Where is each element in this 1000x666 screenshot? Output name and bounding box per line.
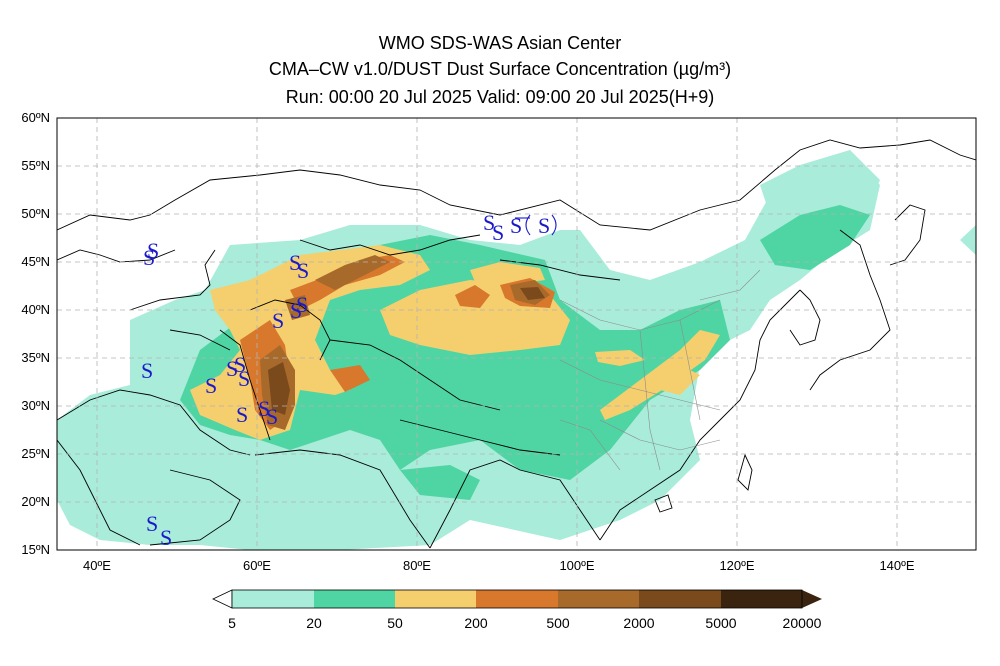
dust-symbol: S <box>205 373 217 398</box>
lat-axis: 15ºN 20ºN 25ºN 30ºN 35ºN 40ºN 45ºN 50ºN … <box>21 110 50 557</box>
province-outlines <box>559 269 761 471</box>
colorbar-label: 20000 <box>783 615 822 631</box>
dust-symbol: S <box>238 366 250 391</box>
colorbar-labels: 5 20 50 200 500 2000 5000 20000 <box>228 615 822 631</box>
map-grid <box>57 118 976 550</box>
map-frame <box>56 117 977 551</box>
colorbar <box>212 589 822 609</box>
lat-tick-label: 40ºN <box>21 302 50 317</box>
colorbar-bin <box>314 590 395 608</box>
lat-tick-label: 45ºN <box>21 254 50 269</box>
colorbar-bin <box>476 590 558 608</box>
dust-symbol: S <box>236 402 248 427</box>
colorbar-label: 50 <box>387 615 403 631</box>
colorbar-bin <box>395 590 476 608</box>
dust-symbol: S <box>234 352 246 377</box>
dust-symbol: S <box>289 250 301 275</box>
lon-tick-label: 40ºE <box>83 558 111 573</box>
lat-tick-label: 50ºN <box>21 206 50 221</box>
dust-symbol-arcs <box>515 214 557 236</box>
dust-symbol: S <box>296 292 308 317</box>
dust-symbol: S <box>272 308 284 333</box>
lat-tick-label: 35ºN <box>21 350 50 365</box>
lat-tick-label: 55ºN <box>21 158 50 173</box>
dust-symbol: S <box>483 210 495 235</box>
lat-tick-label: 15ºN <box>21 542 50 557</box>
colorbar-border <box>231 589 803 609</box>
colorbar-label: 20 <box>306 615 322 631</box>
lon-tick-label: 80ºE <box>403 558 431 573</box>
colorbar-over-arrow <box>802 590 822 608</box>
title-line-3: Run: 00:00 20 Jul 2025 Valid: 09:00 20 J… <box>285 87 715 107</box>
dust-symbol: S <box>297 258 309 283</box>
lon-tick-label: 120ºE <box>719 558 754 573</box>
colorbar-label: 5000 <box>705 615 736 631</box>
dust-symbol: S <box>143 245 155 270</box>
land-outlines <box>57 139 976 549</box>
dust-symbol: S <box>538 213 550 238</box>
title-line-1: WMO SDS-WAS Asian Center <box>378 33 622 53</box>
colorbar-bin <box>639 590 721 608</box>
colorbar-bin <box>721 590 802 608</box>
lon-axis: 40ºE 60ºE 80ºE 100ºE 120ºE 140ºE <box>83 558 915 573</box>
lon-tick-label: 60ºE <box>243 558 271 573</box>
colorbar-label: 5 <box>228 615 236 631</box>
colorbar-label: 2000 <box>623 615 654 631</box>
dust-symbol: S <box>146 511 158 536</box>
dust-symbol: S <box>492 220 504 245</box>
lat-tick-label: 60ºN <box>21 110 50 125</box>
lon-tick-label: 100ºE <box>559 558 594 573</box>
colorbar-bin <box>232 590 314 608</box>
dust-symbol: S <box>266 404 278 429</box>
dust-symbol: S <box>290 298 302 323</box>
dust-field <box>57 150 976 550</box>
colorbar-under-arrow <box>212 589 233 609</box>
colorbar-bin <box>558 590 639 608</box>
dust-station-symbols: S S S S S S S S S S S S S S S S S S S S … <box>141 210 550 550</box>
lat-tick-label: 20ºN <box>21 494 50 509</box>
dust-symbol: S <box>160 525 172 550</box>
title-line-2: CMA–CW v1.0/DUST Dust Surface Concentrat… <box>268 59 732 79</box>
dust-symbol: S <box>147 238 159 263</box>
dust-symbol: S <box>226 356 238 381</box>
dust-symbol: S <box>510 213 522 238</box>
colorbar-label: 500 <box>546 615 570 631</box>
colorbar-label: 200 <box>464 615 488 631</box>
dust-symbol: S <box>258 396 270 421</box>
lat-tick-label: 30ºN <box>21 398 50 413</box>
lat-tick-label: 25ºN <box>21 446 50 461</box>
lon-tick-label: 140ºE <box>879 558 914 573</box>
dust-symbol: S <box>141 358 153 383</box>
